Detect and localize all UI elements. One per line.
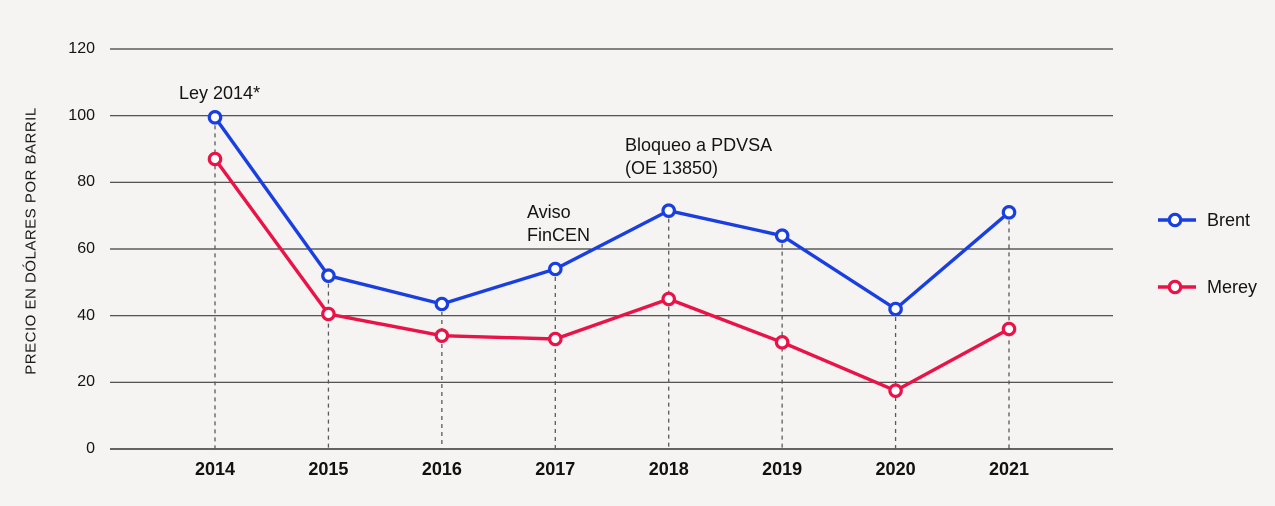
series-line-brent [213,115,1011,311]
legend-entry-brent: Brent [1155,208,1250,232]
data-point-merey-2016 [434,328,450,343]
data-point-merey-2015 [321,306,336,322]
data-point-brent-2020 [888,301,903,317]
y-tick-label: 120 [68,40,95,57]
x-tick-label-2018: 2018 [648,459,689,479]
data-point-brent-2018 [661,203,677,218]
x-tick-label-2017: 2017 [535,459,576,479]
data-point-brent-2016 [434,296,450,312]
data-point-brent-2017 [547,261,563,277]
data-point-merey-2019 [774,335,790,350]
y-tick-label: 20 [77,373,95,391]
legend-label: Merey [1207,276,1258,297]
data-point-brent-2014 [207,110,223,125]
annotation-aviso-fincen: Aviso FinCEN [527,201,590,247]
data-point-merey-2021 [1001,321,1017,337]
annotation-ley-2014: Ley 2014* [179,82,260,105]
y-tick-label: 100 [68,106,95,124]
legend-entry-merey: Merey [1155,275,1257,299]
legend-label: Brent [1207,209,1251,230]
data-point-merey-2018 [661,291,677,307]
y-tick-label: 60 [77,240,95,257]
data-point-brent-2015 [321,268,336,283]
data-point-merey-2017 [547,331,563,347]
legend-marker-brent [1158,212,1196,228]
annotation-line: (OE 13850) [625,158,719,178]
x-tick-label-2020: 2020 [875,459,916,479]
x-tick-label-2019: 2019 [762,459,803,479]
x-tick-label-2016: 2016 [421,459,462,479]
data-point-merey-2020 [888,383,903,398]
y-tick-label: 40 [77,306,95,324]
x-tick-label-2021: 2021 [988,459,1030,479]
x-tick-label-2015: 2015 [308,459,349,479]
annotation-bloqueo-pdvsa: Bloqueo a PDVSA (OE 13850) [625,134,772,180]
y-tick-label: 80 [77,173,95,191]
data-point-brent-2021 [1001,205,1017,220]
annotation-line: Bloqueo a PDVSA [625,135,773,155]
y-tick-label: 0 [86,440,95,457]
annotation-line: Ley 2014* [179,83,261,103]
annotation-line: Aviso [527,202,571,222]
data-point-merey-2014 [207,151,223,167]
annotation-line: FinCEN [527,225,591,245]
data-point-brent-2019 [774,228,790,243]
series-line-merey [213,157,1011,393]
legend-marker-merey [1158,279,1196,295]
x-tick-label-2014: 2014 [194,459,236,479]
